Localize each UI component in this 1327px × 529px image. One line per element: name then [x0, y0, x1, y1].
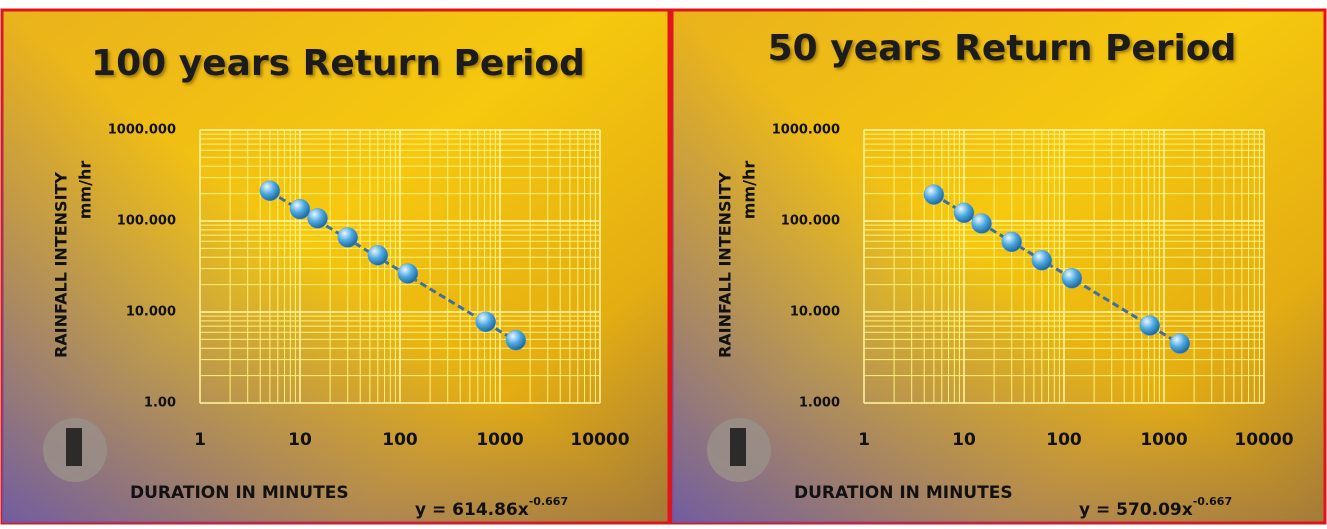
- photo-figure: [66, 428, 82, 466]
- x-axis-title: DURATION IN MINUTES: [130, 483, 349, 503]
- x-tick-label: 1000: [1140, 430, 1187, 450]
- equation-base: y = 570.09x: [1079, 500, 1193, 520]
- y-tick-label: 1.000: [799, 396, 840, 411]
- point: [1002, 232, 1022, 252]
- y-axis-unit: mm/hr: [740, 161, 759, 220]
- x-tick-label: 10000: [570, 430, 629, 450]
- page: 100 years Return Period 1 10 100 1000 10000 1.…: [0, 0, 1327, 525]
- x-tick-label: 1: [194, 430, 206, 450]
- point: [338, 227, 358, 247]
- point: [924, 185, 944, 205]
- x-tick-label: 10: [288, 430, 312, 450]
- y-axis-title: RAINFALL INTENSITY: [716, 172, 735, 358]
- charts: 100 years Return Period 1 10 100 1000 10000 1.…: [0, 0, 1327, 525]
- point: [954, 203, 974, 223]
- point: [1062, 268, 1082, 288]
- point: [308, 208, 328, 228]
- x-tick-label: 100: [1046, 430, 1082, 450]
- equation-exponent: -0.667: [1193, 495, 1232, 508]
- chart-title: 50 years Return Period: [768, 28, 1237, 69]
- point: [972, 213, 992, 233]
- point: [1170, 334, 1190, 354]
- point: [1140, 316, 1160, 336]
- x-tick-label: 100: [382, 430, 418, 450]
- y-tick-label: 100.000: [781, 214, 840, 229]
- x-tick-label: 10000: [1234, 430, 1293, 450]
- y-tick-label: 1000.000: [772, 123, 840, 138]
- y-tick-label: 100.000: [117, 214, 176, 229]
- point: [260, 181, 280, 201]
- x-axis-title: DURATION IN MINUTES: [794, 483, 1013, 503]
- x-tick-label: 10: [952, 430, 976, 450]
- y-axis-title: RAINFALL INTENSITY: [52, 172, 71, 358]
- y-tick-label: 10.000: [790, 305, 840, 320]
- photo-figure: [730, 428, 746, 466]
- point: [1032, 250, 1052, 270]
- equation-exponent: -0.667: [529, 495, 568, 508]
- x-tick-label: 1: [858, 430, 870, 450]
- y-tick-label: 10.000: [126, 305, 176, 320]
- x-tick-label: 1000: [476, 430, 523, 450]
- equation-base: y = 614.86x: [415, 500, 529, 520]
- y-tick-label: 1000.000: [108, 123, 176, 138]
- point: [290, 199, 310, 219]
- chart-title: 100 years Return Period: [91, 43, 585, 84]
- y-tick-label: 1.00: [144, 396, 176, 411]
- point: [476, 312, 496, 332]
- point: [368, 245, 388, 265]
- point: [506, 330, 526, 350]
- point: [398, 263, 418, 283]
- y-axis-unit: mm/hr: [76, 161, 95, 220]
